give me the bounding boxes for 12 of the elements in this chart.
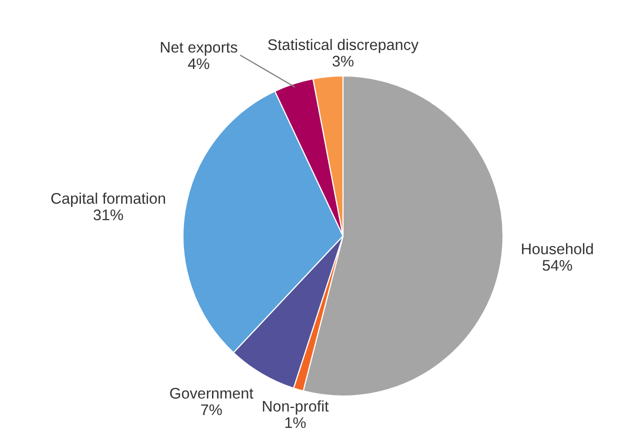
- data-label: 7%: [201, 404, 222, 416]
- data-label: 31%: [94, 209, 124, 220]
- slice-label: Government: [170, 388, 254, 399]
- slice-label: Household: [522, 243, 593, 254]
- slice-label: Non-profit: [262, 400, 329, 415]
- slice-label: Statistical discrepancy: [268, 38, 419, 54]
- data-label: 4%: [188, 58, 210, 70]
- slice-label: Capital formation: [51, 192, 166, 207]
- slice-label: Net exports: [160, 42, 238, 56]
- data-label: 3%: [332, 56, 354, 67]
- data-label: 1%: [285, 417, 306, 428]
- data-label: 54%: [542, 260, 572, 271]
